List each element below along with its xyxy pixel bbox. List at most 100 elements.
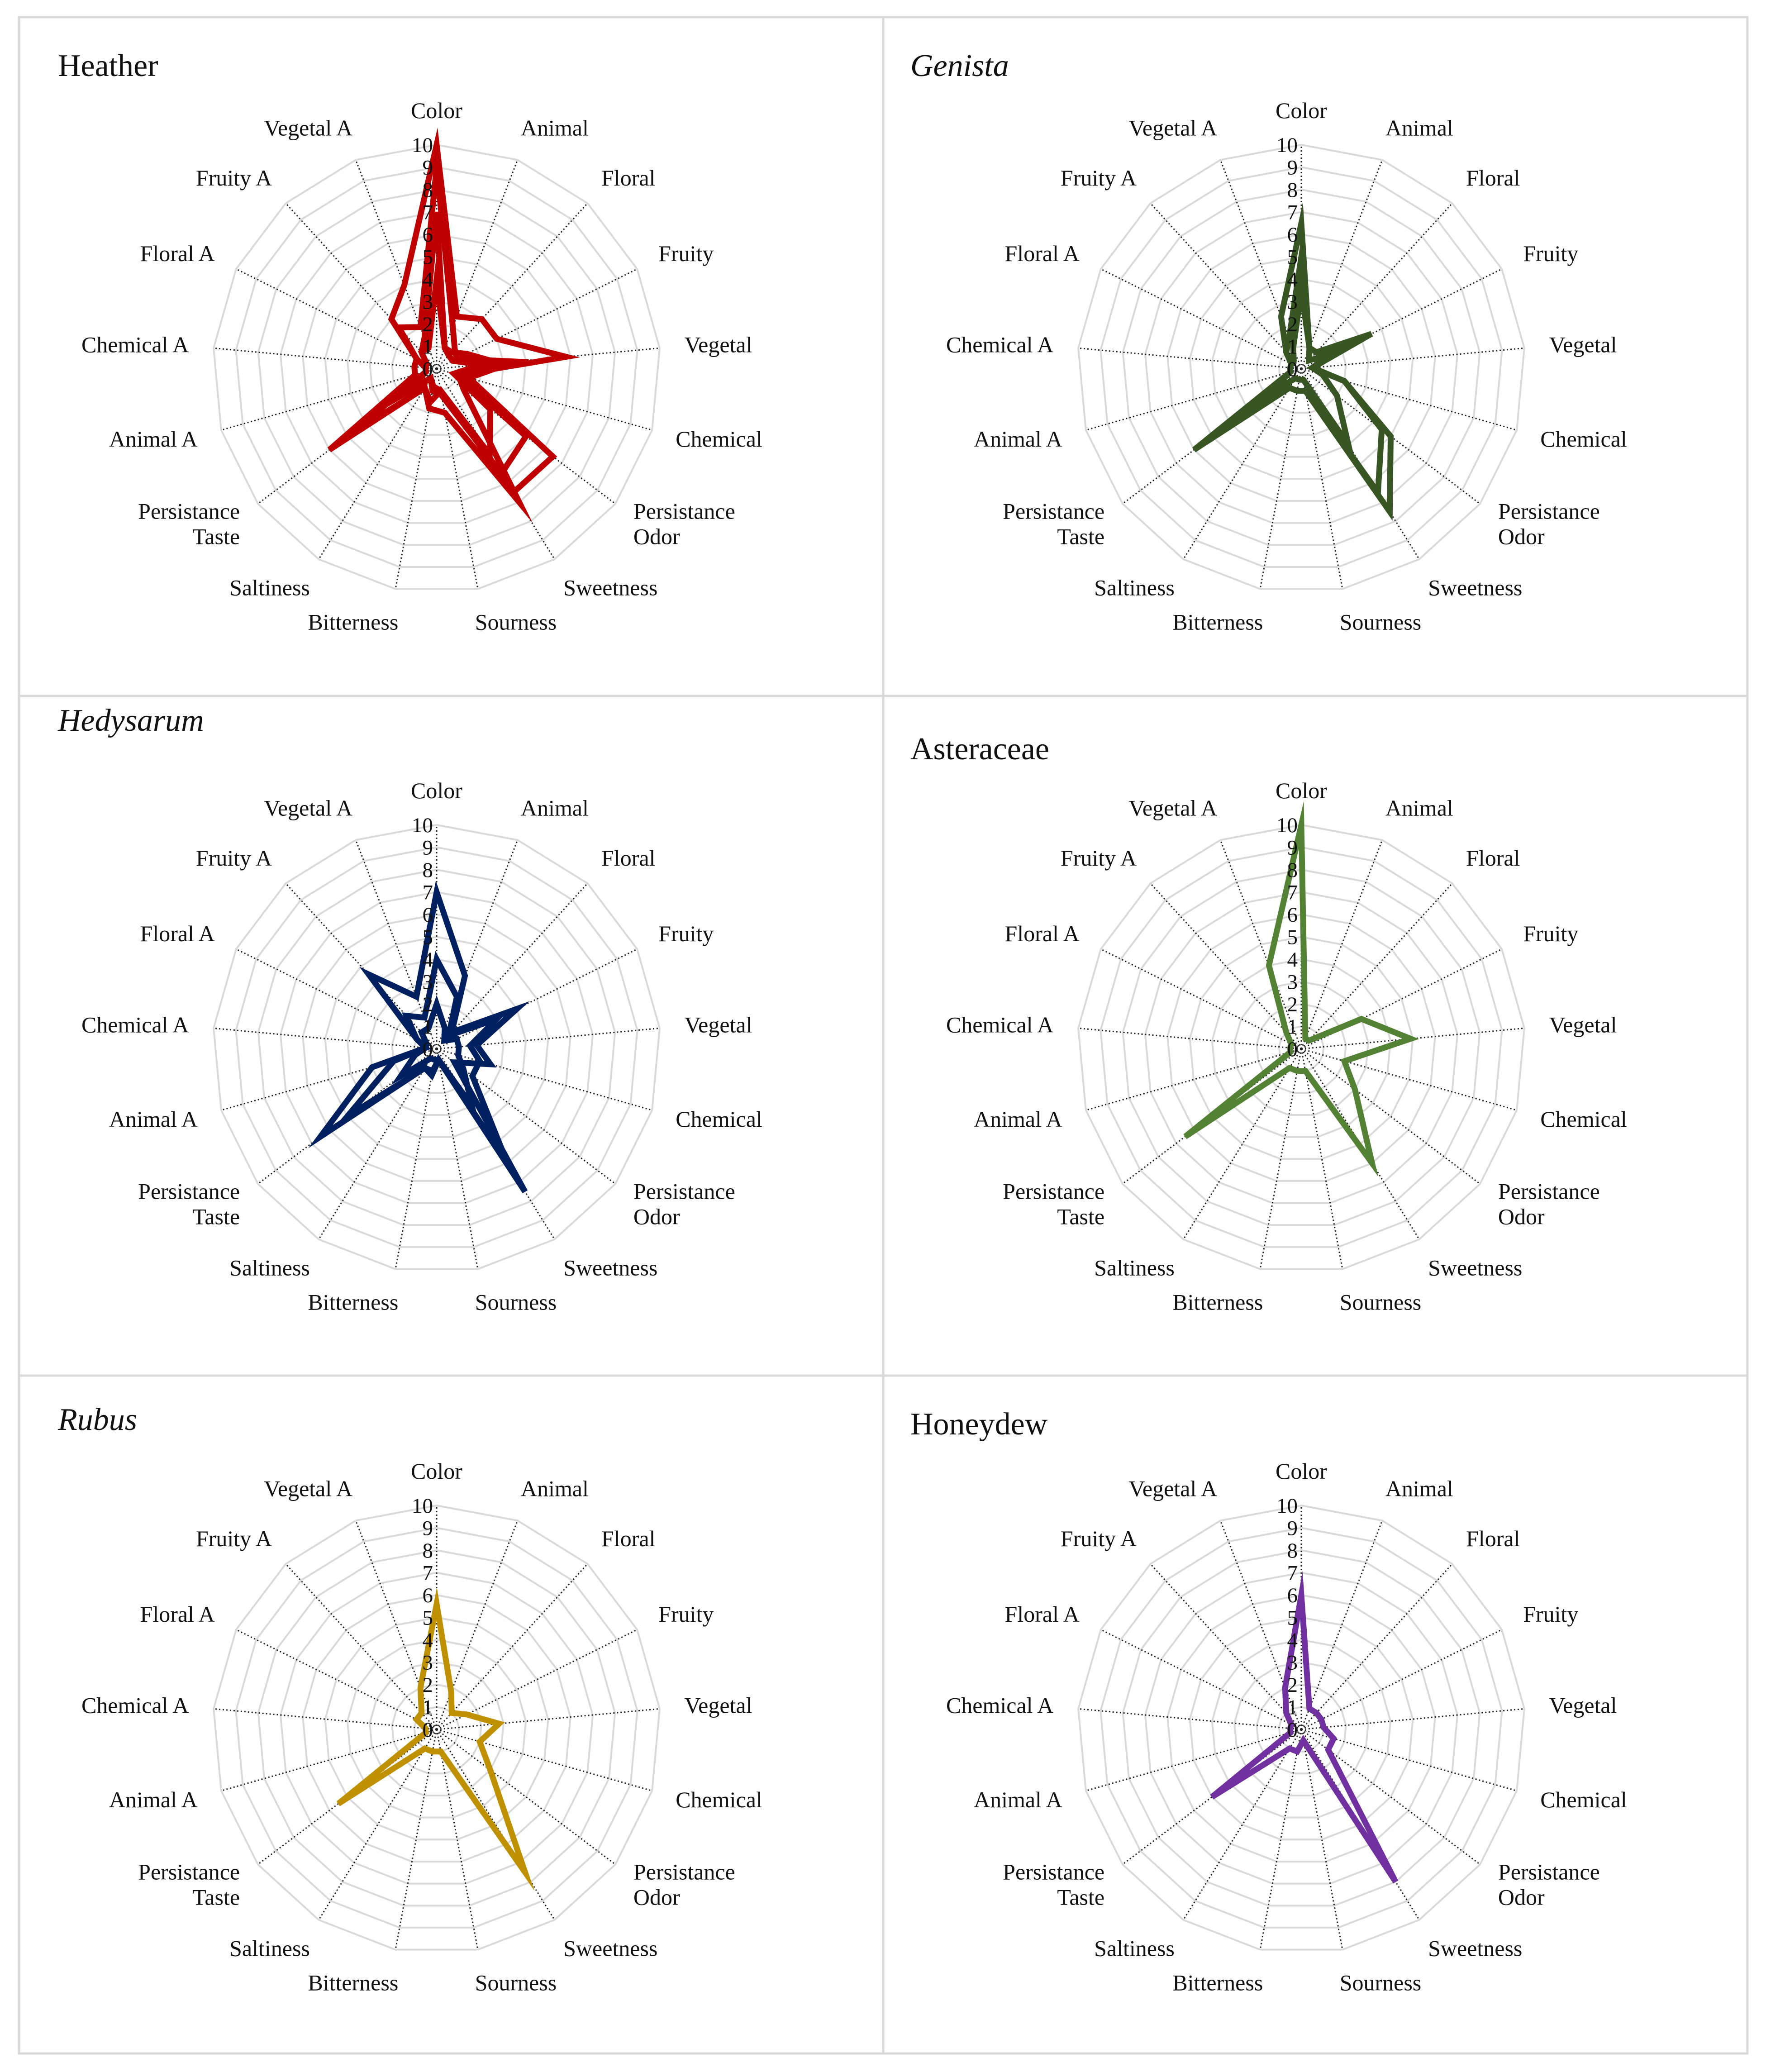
tick-label: 1 [423, 335, 433, 359]
axis-label: Vegetal [685, 1012, 752, 1037]
axis-label: Odor [633, 1885, 680, 1910]
tick-label: 3 [423, 291, 433, 314]
grid-ring-5 [324, 1616, 549, 1841]
tick-label: 4 [1287, 268, 1298, 291]
axis-label: Fruity [1523, 241, 1578, 266]
axis-label: Persistance [138, 499, 240, 524]
tick-label: 4 [1287, 1629, 1298, 1652]
grid-ring-6 [1166, 233, 1436, 502]
grid-ring-8 [257, 1549, 616, 1907]
axis-spoke [1300, 1048, 1343, 1269]
axis-label: Vegetal [685, 1692, 752, 1718]
chart-title: Genista [910, 48, 1009, 83]
axis-label: Odor [1498, 1885, 1545, 1910]
axis-label: Fruity A [196, 845, 272, 871]
axis-label: Animal [1385, 795, 1453, 821]
tick-label: 10 [1276, 1494, 1298, 1518]
grid-ring-9 [235, 1527, 638, 1929]
axis-label: Sourness [1340, 1970, 1422, 1995]
axis-label: Animal A [974, 1787, 1062, 1812]
axis-spoke [436, 839, 519, 1049]
tick-label: 7 [1287, 201, 1298, 224]
axis-label: Chemical [676, 426, 762, 452]
tick-label: 0 [423, 357, 433, 381]
tick-label: 6 [1287, 1584, 1298, 1607]
axis-spoke [1085, 368, 1302, 431]
axis-label: Chemical A [81, 332, 189, 357]
grid-ring-10 [1077, 1504, 1525, 1951]
grid-ring-2 [1256, 1683, 1347, 1775]
data-series-2 [345, 138, 557, 497]
axis-label: Vegetal A [264, 795, 352, 821]
axis-spoke [1100, 948, 1302, 1050]
axis-label: Sweetness [1428, 575, 1522, 600]
axis-spoke [1300, 1048, 1420, 1240]
grid-ring-5 [324, 936, 549, 1160]
tick-label: 7 [423, 201, 433, 224]
axis-label: Sweetness [563, 1936, 657, 1961]
tick-label: 8 [1287, 858, 1298, 882]
tick-label: 8 [1287, 1539, 1298, 1562]
axis-label: Fruity A [1061, 165, 1137, 191]
tick-label: 4 [423, 948, 433, 972]
axis-label: Floral [1466, 165, 1520, 191]
axis-label: Bitterness [1172, 1970, 1263, 1995]
axis-label: Color [411, 98, 462, 123]
tick-label: 9 [423, 1517, 433, 1540]
grid-ring-2 [391, 1683, 482, 1775]
axis-spoke [1183, 1729, 1302, 1920]
axis-spoke [236, 948, 437, 1050]
axis-label: Saltiness [229, 1255, 310, 1281]
grid-ring-4 [1211, 278, 1392, 458]
tick-label: 9 [423, 156, 433, 180]
axis-label: Taste [192, 1885, 240, 1910]
axis-spoke [1219, 839, 1302, 1049]
axis-spoke [436, 368, 555, 560]
tick-label: 6 [423, 1584, 433, 1607]
axis-label: Chemical A [81, 1012, 189, 1037]
grid-ring-10 [213, 1504, 661, 1951]
tick-label: 4 [1287, 948, 1298, 972]
grid-ring-10 [1077, 824, 1525, 1270]
axis-spoke [1078, 1027, 1302, 1050]
axis-label: Saltiness [1094, 1936, 1175, 1961]
axis-label: Bitterness [308, 609, 398, 634]
axis-spoke [213, 1027, 437, 1050]
axis-spoke [285, 1563, 438, 1730]
grid-ring-3 [1233, 1661, 1369, 1796]
axis-spoke [236, 268, 437, 370]
axis-spoke [1301, 1729, 1517, 1791]
axis-label: Animal A [109, 1106, 198, 1132]
axis-label: Fruity [1523, 1601, 1578, 1627]
axis-spoke [1150, 1563, 1302, 1730]
axis-label: Animal A [109, 426, 198, 452]
grid-ring-5 [1189, 256, 1414, 480]
tick-label: 7 [423, 1562, 433, 1585]
data-series-3 [391, 995, 478, 1120]
axis-spoke [395, 1048, 438, 1269]
tick-label: 1 [1287, 335, 1298, 359]
axis-label: Animal A [974, 1106, 1062, 1132]
axis-label: Vegetal [685, 332, 752, 357]
grid-ring-4 [346, 1639, 527, 1819]
grid-ring-9 [235, 846, 638, 1248]
axis-label: Color [1276, 1458, 1327, 1484]
tick-label: 2 [423, 993, 433, 1016]
axis-label: Sweetness [1428, 1936, 1522, 1961]
radar-panels: Heather012345678910ColorAnimalFloralFrui… [57, 48, 1627, 1995]
grid-ring-7 [1144, 211, 1459, 524]
axis-spoke [318, 1729, 438, 1920]
axis-spoke [318, 1048, 438, 1240]
grid-ring-7 [279, 211, 594, 524]
axis-spoke [1300, 1729, 1420, 1920]
axis-spoke [1300, 1563, 1453, 1730]
grid-ring-10 [1077, 143, 1525, 590]
axis-label: Floral [1466, 1526, 1520, 1551]
axis-spoke [436, 883, 588, 1050]
axis-label: Animal [521, 115, 589, 141]
axis-label: Persistance [633, 1859, 735, 1885]
chart-title: Rubus [57, 1402, 137, 1437]
axis-spoke [213, 347, 437, 370]
